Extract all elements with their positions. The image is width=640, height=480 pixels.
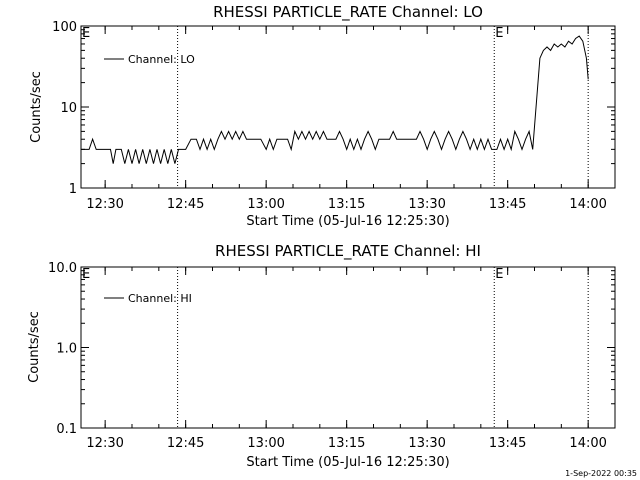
x-tick-label: 12:45 — [167, 197, 204, 212]
y-tick-label: 10.0 — [48, 261, 77, 276]
x-tick-label: 14:00 — [569, 436, 606, 451]
event-marker-label: E — [495, 26, 503, 41]
panel-lo-x-label: Start Time (05-Jul-16 12:25:30) — [246, 214, 449, 229]
panel-hi-legend-label: Channel: HI — [128, 292, 192, 305]
x-tick-label: 13:45 — [489, 197, 526, 212]
panel-lo-y-label: Counts/sec — [29, 71, 44, 143]
y-tick-label: 100 — [52, 20, 77, 35]
y-tick-label: 10 — [60, 101, 77, 116]
panel-lo-legend-label: Channel: LO — [128, 53, 195, 66]
panel-lo-series-line — [81, 35, 589, 164]
panel-hi-title: RHESSI PARTICLE_RATE Channel: HI — [215, 242, 481, 261]
panel-hi-x-label: Start Time (05-Jul-16 12:25:30) — [246, 455, 449, 470]
x-tick-label: 12:30 — [86, 197, 123, 212]
panel-hi: RHESSI PARTICLE_RATE Channel: HI 12:30 12… — [27, 242, 616, 470]
x-tick-label: 12:30 — [86, 436, 123, 451]
y-tick-label: 0.1 — [56, 422, 77, 437]
x-tick-label: 13:15 — [328, 436, 365, 451]
panel-hi-markers: EE — [82, 267, 589, 428]
panel-lo-markers: EE — [82, 26, 589, 188]
event-marker-label: E — [82, 26, 90, 41]
x-tick-label: 13:30 — [408, 436, 445, 451]
footer-timestamp: 1-Sep-2022 00:35 — [565, 469, 637, 478]
panel-hi-y-label: Counts/sec — [27, 311, 42, 383]
x-tick-label: 14:00 — [569, 197, 606, 212]
x-tick-label: 13:00 — [247, 197, 284, 212]
x-tick-label: 13:45 — [489, 436, 526, 451]
panel-lo-y-ticks: 1 10 100 — [52, 20, 615, 197]
panel-lo-x-ticks: 12:30 12:45 13:00 13:15 13:30 13:45 14:00 — [86, 26, 616, 212]
panel-lo-title: RHESSI PARTICLE_RATE Channel: LO — [213, 3, 483, 22]
panel-hi-y-ticks: 0.1 1.0 10.0 — [48, 261, 615, 437]
event-marker-label: E — [495, 267, 503, 282]
x-tick-label: 13:15 — [328, 197, 365, 212]
x-tick-label: 13:00 — [247, 436, 284, 451]
panel-lo: RHESSI PARTICLE_RATE Channel: LO 12:30 12… — [29, 3, 616, 229]
y-tick-label: 1.0 — [56, 342, 77, 357]
panel-hi-x-ticks: 12:30 12:45 13:00 13:15 13:30 13:45 14:00 — [86, 267, 616, 451]
y-tick-label: 1 — [69, 182, 77, 197]
x-tick-label: 13:30 — [408, 197, 445, 212]
event-marker-label: E — [82, 267, 90, 282]
x-tick-label: 12:45 — [167, 436, 204, 451]
